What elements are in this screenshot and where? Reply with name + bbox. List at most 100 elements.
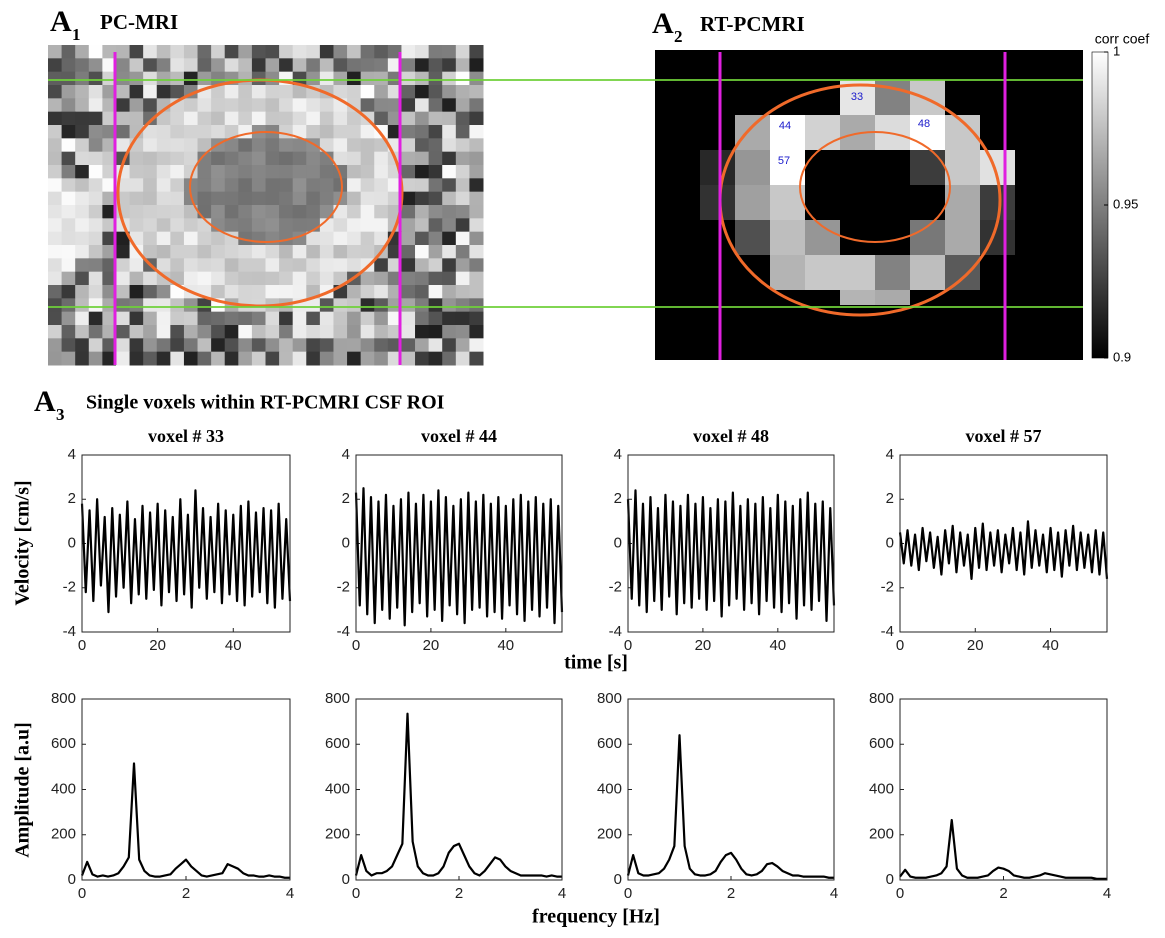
pixel: [62, 178, 76, 192]
pixel: [374, 258, 388, 272]
pixel: [225, 45, 239, 59]
pixel: [48, 352, 62, 366]
pixel: [211, 152, 225, 166]
pixel: [75, 258, 89, 272]
y-tick-label: -2: [881, 579, 894, 596]
plot-area: [356, 699, 562, 880]
pixel: [401, 192, 415, 206]
pixel: [469, 285, 483, 299]
pixel: [333, 245, 347, 259]
pixel: [116, 112, 130, 126]
pixel: [75, 312, 89, 326]
pixel: [143, 152, 157, 166]
pixel: [211, 98, 225, 112]
pixel: [374, 165, 388, 179]
pixel: [333, 125, 347, 139]
pixel: [306, 112, 320, 126]
pixel: [293, 58, 307, 72]
pixel: [320, 165, 334, 179]
plot-area: [82, 699, 290, 880]
x-tick-label: 20: [423, 637, 440, 654]
pixel: [62, 138, 76, 152]
pixel: [293, 312, 307, 326]
pixel: [456, 192, 470, 206]
pixel: [89, 205, 103, 219]
x-tick-label: 0: [896, 885, 904, 902]
pixel: [374, 285, 388, 299]
pixel: [279, 165, 293, 179]
pixel: [401, 272, 415, 286]
pixel: [469, 352, 483, 366]
pixel: [429, 178, 443, 192]
pixel: [306, 272, 320, 286]
pixel: [48, 245, 62, 259]
pixel: [211, 58, 225, 72]
pixel: [429, 298, 443, 312]
voxel-label: 57: [778, 155, 790, 167]
colorbar-tick-label: 0.95: [1113, 196, 1138, 211]
pixel: [333, 352, 347, 366]
voxel: [910, 255, 945, 290]
pixel: [469, 298, 483, 312]
y-tick-label: 600: [869, 735, 894, 752]
pixel: [198, 178, 212, 192]
pixel: [442, 58, 456, 72]
pixel: [347, 138, 361, 152]
x-tick-label: 40: [1042, 637, 1059, 654]
y-tick-label: 4: [68, 446, 76, 463]
pixel: [143, 165, 157, 179]
pixel: [89, 298, 103, 312]
pixel: [252, 258, 266, 272]
pixel: [279, 258, 293, 272]
pixel: [225, 112, 239, 126]
pixel: [62, 232, 76, 246]
x-tick-label: 2: [727, 885, 735, 902]
pixel: [415, 192, 429, 206]
x-tick-label: 2: [999, 885, 1007, 902]
pixel: [347, 325, 361, 339]
pixel: [89, 45, 103, 59]
pixel: [415, 325, 429, 339]
x-tick-label: 4: [558, 885, 566, 902]
y-tick-label: 200: [869, 826, 894, 843]
pixel: [320, 325, 334, 339]
pixel: [279, 58, 293, 72]
pixel: [415, 138, 429, 152]
pixel: [374, 152, 388, 166]
pixel: [401, 72, 415, 86]
voxel: [700, 185, 735, 220]
y-axis-label: Amplitude [a.u]: [12, 722, 34, 858]
pixel: [320, 258, 334, 272]
pixel: [116, 85, 130, 99]
pixel: [415, 125, 429, 139]
pixel: [456, 245, 470, 259]
pixel: [429, 285, 443, 299]
pixel: [279, 352, 293, 366]
pixel: [89, 338, 103, 352]
pixel: [429, 98, 443, 112]
pixel: [361, 138, 375, 152]
pixel: [62, 325, 76, 339]
y-tick-label: -2: [337, 579, 350, 596]
y-tick-label: 0: [68, 871, 76, 888]
pixel: [198, 58, 212, 72]
pixel: [238, 178, 252, 192]
pixel: [361, 352, 375, 366]
pixel: [252, 165, 266, 179]
pixel: [198, 258, 212, 272]
pixel: [143, 298, 157, 312]
pixel: [130, 285, 144, 299]
pixel: [361, 98, 375, 112]
pixel: [170, 45, 184, 59]
pixel: [157, 285, 171, 299]
pixel: [130, 45, 144, 59]
pixel: [184, 45, 198, 59]
pixel: [116, 245, 130, 259]
pixel: [198, 325, 212, 339]
pixel: [293, 272, 307, 286]
pixel: [225, 85, 239, 99]
y-tick-label: 600: [325, 735, 350, 752]
pixel: [374, 112, 388, 126]
pixel: [293, 325, 307, 339]
pixel: [333, 218, 347, 232]
